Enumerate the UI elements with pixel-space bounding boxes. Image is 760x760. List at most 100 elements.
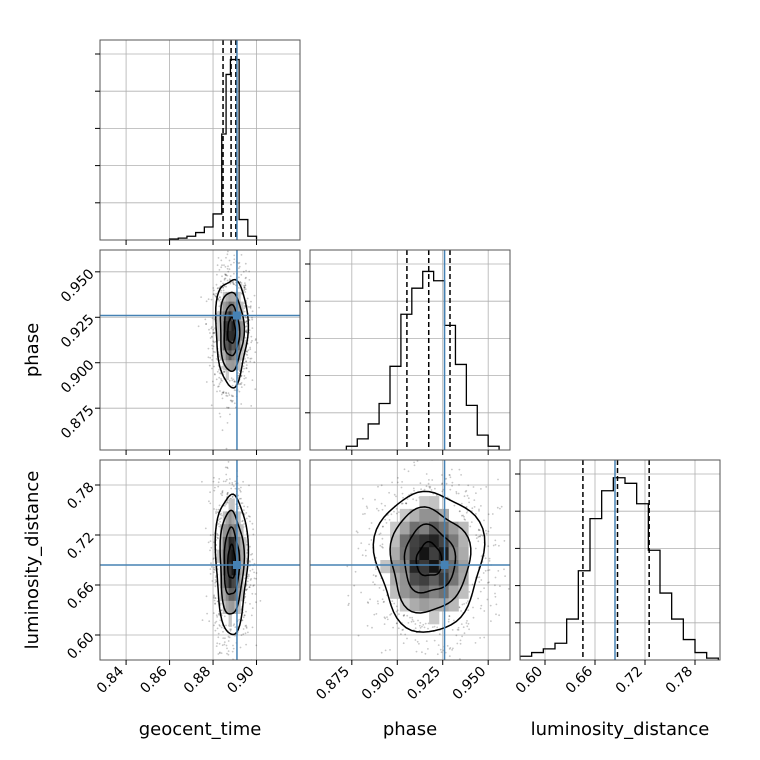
sample-point bbox=[240, 486, 242, 489]
sample-point bbox=[457, 492, 460, 495]
sample-point bbox=[233, 283, 236, 286]
sample-point bbox=[238, 458, 240, 460]
density-cell bbox=[234, 562, 238, 576]
sample-point bbox=[482, 572, 485, 574]
sample-point bbox=[372, 581, 374, 584]
density-cell bbox=[458, 572, 469, 586]
sample-point bbox=[216, 616, 219, 618]
sample-point bbox=[245, 353, 248, 356]
sample-point bbox=[230, 263, 232, 266]
density-cell bbox=[234, 524, 238, 538]
sample-point bbox=[246, 580, 249, 583]
histogram-luminosity_distance bbox=[520, 477, 719, 660]
sample-point bbox=[386, 616, 388, 618]
sample-point bbox=[220, 377, 222, 380]
sample-point bbox=[251, 558, 254, 561]
sample-point bbox=[220, 367, 223, 369]
sample-point bbox=[207, 347, 210, 350]
sample-point bbox=[355, 530, 358, 533]
sample-point bbox=[487, 569, 489, 572]
sample-point bbox=[220, 652, 223, 654]
sample-point bbox=[201, 619, 204, 621]
sample-point bbox=[488, 557, 491, 560]
sample-point bbox=[362, 497, 364, 500]
sample-point bbox=[205, 300, 208, 303]
sample-point bbox=[412, 452, 414, 454]
sample-point bbox=[413, 489, 415, 492]
sample-point bbox=[220, 259, 223, 262]
sample-point bbox=[226, 493, 229, 496]
density-cell bbox=[231, 562, 235, 576]
density-cell bbox=[222, 588, 227, 602]
sample-point bbox=[477, 540, 480, 543]
sample-point bbox=[448, 618, 450, 621]
sample-point bbox=[395, 507, 398, 510]
sample-point bbox=[465, 506, 468, 508]
sample-point bbox=[242, 633, 245, 636]
density-cell bbox=[237, 524, 241, 538]
panel-frame bbox=[519, 459, 721, 661]
sample-point bbox=[474, 642, 477, 644]
sample-point bbox=[478, 535, 481, 538]
sample-point bbox=[364, 512, 366, 515]
density-cell bbox=[222, 301, 227, 312]
sample-point bbox=[238, 261, 241, 264]
panel-background bbox=[100, 460, 300, 660]
sample-point bbox=[451, 649, 453, 651]
sample-point bbox=[208, 364, 211, 367]
sample-point bbox=[452, 647, 454, 650]
sample-point bbox=[209, 549, 211, 552]
sample-point bbox=[347, 604, 350, 606]
sample-point bbox=[403, 614, 406, 616]
sample-point bbox=[227, 250, 229, 253]
sample-point bbox=[215, 292, 218, 295]
sample-point bbox=[494, 543, 497, 546]
sample-point bbox=[427, 648, 429, 650]
sample-point bbox=[214, 576, 217, 578]
sample-point bbox=[218, 385, 220, 388]
sample-point bbox=[361, 554, 364, 557]
sample-point bbox=[239, 281, 242, 283]
density-cell bbox=[228, 340, 232, 351]
sample-point bbox=[489, 526, 492, 529]
x-tick-label-geocent_time: 0.90 bbox=[224, 664, 257, 697]
sample-point bbox=[459, 642, 462, 645]
sample-point bbox=[222, 371, 225, 373]
panel-background bbox=[520, 460, 720, 660]
sample-point bbox=[243, 367, 246, 370]
sample-point bbox=[248, 329, 251, 331]
sample-point bbox=[388, 519, 391, 521]
sample-point bbox=[213, 476, 215, 479]
sample-point bbox=[472, 606, 474, 609]
sample-point bbox=[253, 577, 256, 580]
sample-point bbox=[215, 358, 218, 360]
sample-point bbox=[375, 566, 377, 568]
sample-point bbox=[468, 591, 471, 593]
density-cell bbox=[231, 340, 235, 351]
density-cell bbox=[243, 536, 247, 551]
contour-level-1 bbox=[223, 526, 241, 595]
sample-point bbox=[249, 515, 251, 518]
panel-frame bbox=[99, 459, 301, 661]
sample-point bbox=[250, 341, 253, 344]
sample-point bbox=[376, 600, 379, 603]
sample-point bbox=[398, 613, 400, 615]
sample-point bbox=[391, 481, 393, 484]
sample-point bbox=[213, 293, 215, 295]
sample-point bbox=[238, 265, 241, 268]
density-cell bbox=[419, 508, 430, 523]
sample-point bbox=[245, 269, 248, 272]
sample-point bbox=[369, 598, 371, 601]
density-cell bbox=[237, 600, 241, 614]
sample-point bbox=[229, 282, 232, 285]
y-tick-label-phase: 0.925 bbox=[58, 312, 98, 352]
sample-point bbox=[231, 384, 234, 387]
density-cell bbox=[225, 340, 229, 351]
sample-point bbox=[231, 395, 234, 398]
sample-point bbox=[463, 515, 465, 518]
x-tick-label-luminosity_distance: 0.78 bbox=[663, 664, 696, 697]
sample-point bbox=[245, 517, 248, 520]
density-cell bbox=[234, 536, 238, 551]
sample-point bbox=[465, 489, 468, 492]
sample-point bbox=[238, 287, 240, 289]
